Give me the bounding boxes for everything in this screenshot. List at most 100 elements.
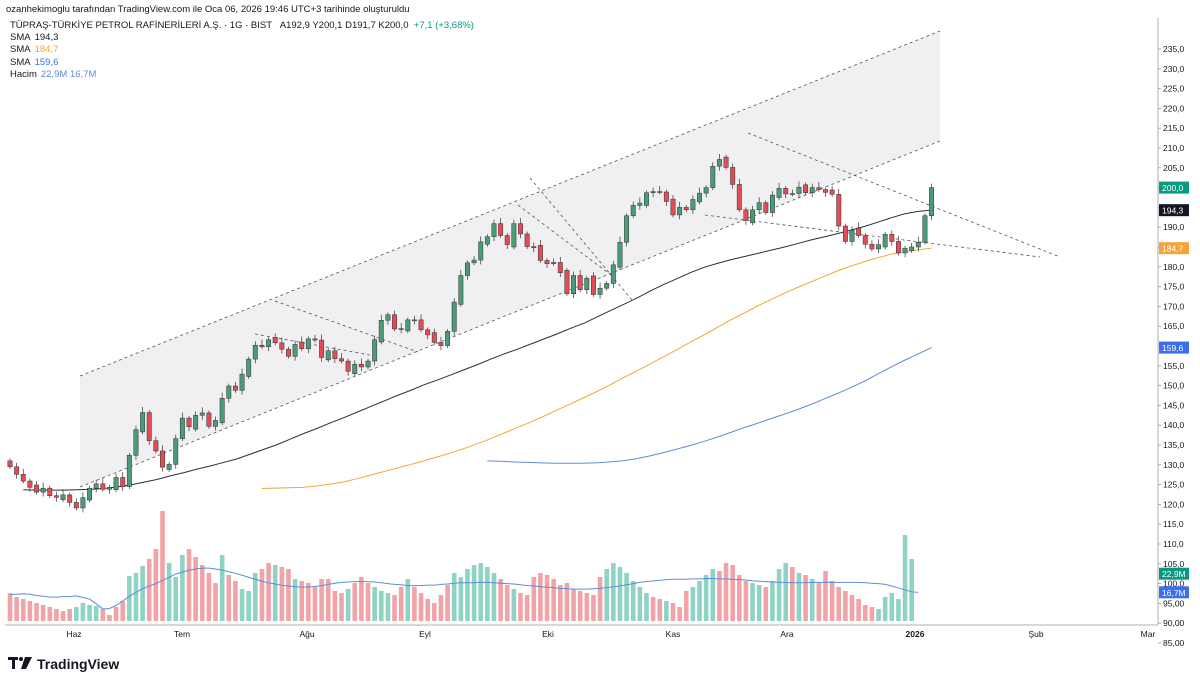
trendline-5 bbox=[704, 214, 1041, 258]
volume-bar bbox=[34, 603, 39, 621]
candle-body bbox=[193, 415, 199, 430]
candle-body bbox=[551, 262, 557, 264]
candle-body bbox=[425, 329, 431, 336]
volume-bar bbox=[823, 571, 828, 621]
candle-body bbox=[518, 223, 523, 235]
candle-body bbox=[730, 167, 736, 185]
volume-bar bbox=[451, 573, 457, 621]
candle-body bbox=[458, 275, 464, 305]
candle-body bbox=[776, 188, 782, 198]
volume-bar bbox=[504, 585, 510, 621]
volume-bar bbox=[717, 571, 722, 621]
price-tick-label: 155,0 bbox=[1163, 361, 1185, 371]
volume-bar bbox=[398, 587, 404, 621]
volume-bar bbox=[770, 581, 775, 621]
volume-bar bbox=[856, 599, 861, 621]
price-tick-label: 210,0 bbox=[1163, 143, 1185, 153]
price-chart[interactable]: 235,0 230,0 225,0 220,0 215,0 210,0 205,0 200,0… bbox=[0, 0, 1200, 650]
candle-body bbox=[650, 191, 656, 193]
volume-pane bbox=[7, 511, 914, 621]
volume-bar bbox=[551, 579, 556, 621]
candle-body bbox=[564, 270, 570, 294]
candle-body bbox=[604, 283, 610, 289]
candle-body bbox=[922, 215, 928, 243]
candle-body bbox=[286, 348, 291, 357]
volume-bar bbox=[829, 581, 835, 621]
candle-body bbox=[160, 450, 165, 468]
candle-body bbox=[252, 344, 258, 360]
volume-bar bbox=[199, 565, 205, 621]
volume-bar bbox=[577, 591, 583, 621]
legend-symbol[interactable]: TÜPRAŞ-TÜRKİYE PETROL RAFİNERİLERİ A.Ş. … bbox=[10, 20, 272, 31]
volume-bar bbox=[763, 587, 769, 621]
volume-bar bbox=[710, 569, 716, 621]
candle-body bbox=[246, 358, 252, 377]
volume-bar bbox=[173, 577, 179, 621]
volume-bar bbox=[491, 573, 497, 621]
volume-bar bbox=[352, 583, 358, 621]
candle-body bbox=[392, 314, 397, 330]
legend-volume[interactable]: Hacim 22,9M 16,7M bbox=[10, 68, 97, 80]
sma-blue-line bbox=[487, 347, 932, 464]
candle-body bbox=[352, 363, 358, 374]
price-tick-label: 215,0 bbox=[1163, 123, 1185, 133]
volume-bar bbox=[816, 583, 822, 621]
volume-bar bbox=[345, 589, 351, 621]
volume-bar bbox=[133, 573, 139, 621]
volume-bar bbox=[392, 595, 397, 621]
price-tick-label: 85,00 bbox=[1163, 638, 1185, 648]
volume-bar bbox=[564, 583, 570, 621]
trendline-0 bbox=[274, 300, 419, 353]
candle-body bbox=[723, 156, 729, 168]
trendline-4 bbox=[747, 132, 1061, 258]
candle-body bbox=[120, 477, 126, 487]
legend-sma-2[interactable]: SMA 184,7 bbox=[10, 44, 59, 56]
price-axis: 235,0 230,0 225,0 220,0 215,0 210,0 205,0 200,0… bbox=[1157, 18, 1189, 648]
candle-body bbox=[20, 474, 26, 482]
legend-sma-1[interactable]: SMA 194,3 bbox=[10, 32, 59, 44]
candle-body bbox=[770, 194, 775, 213]
candle-body bbox=[829, 189, 835, 195]
candle-body bbox=[325, 350, 331, 361]
volume-ma-line bbox=[9, 567, 919, 610]
volume-bar bbox=[87, 605, 92, 621]
volume-bar bbox=[385, 593, 391, 621]
candle-body bbox=[40, 487, 46, 493]
volume-bar bbox=[690, 587, 696, 621]
volume-bar bbox=[266, 563, 271, 621]
price-tick-label: 120,0 bbox=[1163, 499, 1185, 509]
price-tag bbox=[1159, 567, 1189, 580]
price-tag bbox=[1159, 586, 1189, 599]
time-tick-label: Tem bbox=[174, 629, 190, 639]
chart-legend: TÜPRAŞ-TÜRKİYE PETROL RAFİNERİLERİ A.Ş. … bbox=[10, 20, 474, 81]
candlestick-series bbox=[7, 153, 935, 513]
volume-bar bbox=[365, 583, 371, 621]
candle-body bbox=[716, 159, 722, 167]
volume-bar bbox=[127, 576, 132, 621]
volume-bar bbox=[146, 559, 152, 621]
volume-bar bbox=[359, 577, 364, 621]
candle-body bbox=[823, 189, 828, 193]
channel-upper-line bbox=[79, 30, 941, 377]
volume-bar bbox=[889, 593, 895, 621]
price-tick-label: 175,0 bbox=[1163, 282, 1185, 292]
volume-bar bbox=[776, 569, 782, 621]
volume-bar bbox=[611, 563, 616, 621]
tradingview-brand[interactable]: TradingView bbox=[8, 655, 119, 673]
candle-body bbox=[895, 241, 901, 254]
candle-body bbox=[47, 487, 53, 496]
legend-sma-3[interactable]: SMA 159,6 bbox=[10, 56, 59, 68]
candle-body bbox=[849, 230, 855, 242]
candle-body bbox=[53, 495, 59, 498]
candle-body bbox=[451, 301, 457, 332]
price-tag-label: 159,6 bbox=[1162, 343, 1184, 353]
candle-body bbox=[803, 184, 809, 193]
candle-body bbox=[557, 262, 563, 273]
candle-body bbox=[206, 412, 212, 427]
volume-bar bbox=[790, 567, 795, 621]
volume-bar bbox=[140, 566, 145, 621]
candle-body bbox=[869, 243, 875, 250]
candle-body bbox=[584, 278, 590, 291]
volume-bar bbox=[107, 615, 112, 621]
price-tag bbox=[1159, 181, 1189, 194]
